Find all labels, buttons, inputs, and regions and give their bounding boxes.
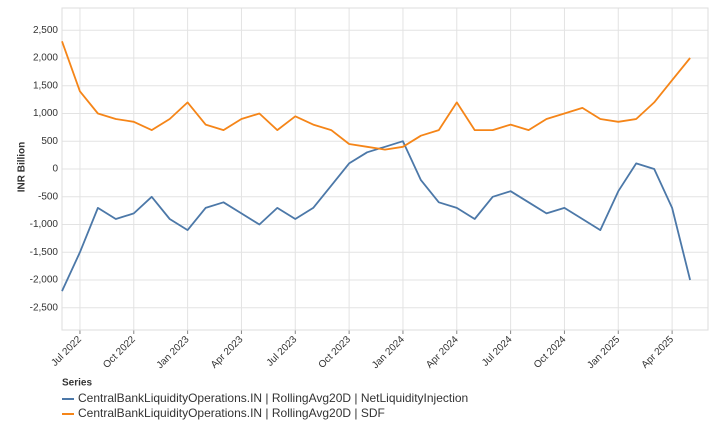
plot-frame	[61, 7, 709, 331]
x-tick-label: Jul 2023	[265, 334, 300, 369]
x-tick-label: Jul 2022	[49, 334, 84, 369]
x-tick-label: Jul 2024	[480, 334, 515, 369]
x-tick-label: Oct 2023	[317, 334, 354, 371]
y-tick-label: 500	[41, 136, 58, 147]
x-tick-label: Apr 2025	[640, 334, 677, 371]
series-line	[61, 140, 691, 292]
y-tick-label: 2,500	[33, 25, 58, 36]
x-tick-label: Jan 2024	[370, 334, 407, 371]
x-tick-label: Oct 2024	[532, 334, 569, 371]
x-tick-label: Jan 2023	[155, 334, 192, 371]
y-tick-label: -1,500	[30, 247, 59, 258]
legend-title: Series	[62, 378, 92, 389]
y-axis-label: INR Billion	[17, 142, 28, 193]
y-tick-label: 1,000	[33, 108, 58, 119]
x-tick-label: Apr 2024	[424, 334, 461, 371]
x-tick-label: Oct 2022	[101, 334, 138, 371]
y-tick-label: 0	[52, 164, 58, 175]
y-tick-label: 1,500	[33, 80, 58, 91]
x-tick-label: Jan 2025	[585, 334, 622, 371]
y-tick-label: -2,000	[30, 275, 59, 286]
legend-label: CentralBankLiquidityOperations.IN | Roll…	[78, 406, 385, 420]
legend-label: CentralBankLiquidityOperations.IN | Roll…	[78, 391, 468, 405]
x-tick-label: Apr 2023	[209, 334, 246, 371]
series-line	[61, 40, 691, 151]
y-tick-label: -2,500	[30, 302, 59, 313]
y-tick-label: -1,000	[30, 219, 59, 230]
y-tick-label: -500	[38, 191, 58, 202]
y-tick-label: 2,000	[33, 53, 58, 64]
